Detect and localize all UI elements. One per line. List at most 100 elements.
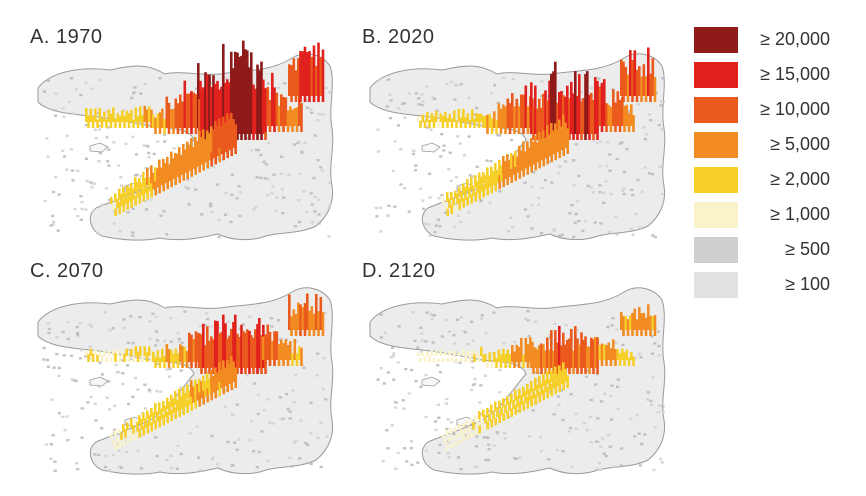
grey-cell	[46, 79, 51, 82]
grey-cell	[42, 90, 46, 93]
map-panel-2070: C. 2070	[30, 260, 360, 490]
legend-swatch	[694, 167, 738, 193]
density-bar	[651, 58, 655, 96]
density-bar	[222, 43, 225, 134]
density-bar	[558, 377, 561, 393]
grey-cell	[601, 437, 605, 440]
grey-cell	[428, 234, 432, 237]
density-bar	[624, 316, 628, 330]
grey-cell	[564, 323, 568, 327]
density-bar	[542, 373, 545, 387]
grey-cell	[55, 352, 59, 356]
density-bar	[258, 318, 261, 368]
grey-cell	[112, 141, 116, 144]
density-bar	[206, 326, 209, 368]
grey-cell	[324, 398, 328, 401]
grey-cell	[649, 119, 653, 122]
grey-cell	[482, 436, 486, 439]
grey-cell	[637, 352, 641, 356]
density-bar	[620, 311, 623, 330]
grey-cell	[433, 97, 437, 101]
density-bar	[494, 401, 497, 412]
legend-swatch	[694, 237, 738, 263]
legend-label: ≥ 1,000	[770, 204, 830, 224]
grey-cell	[445, 82, 449, 85]
grey-cell	[259, 153, 263, 157]
density-bar	[289, 341, 292, 360]
grey-cell	[470, 388, 474, 392]
density-bar	[166, 156, 169, 176]
grey-cell	[475, 435, 479, 438]
density-bar	[299, 51, 302, 102]
density-bar	[91, 353, 95, 362]
density-bar	[444, 111, 447, 122]
density-bar	[218, 333, 221, 368]
density-bar	[212, 75, 215, 140]
grey-cell	[42, 346, 46, 350]
grey-cell	[199, 468, 203, 472]
density-bar	[148, 346, 151, 356]
grey-cell	[91, 182, 95, 185]
grey-cell	[217, 235, 221, 239]
grey-cell	[649, 399, 653, 403]
grey-cell	[471, 366, 475, 369]
density-bar	[574, 326, 577, 368]
density-bar	[502, 348, 505, 362]
panel-title: C. 2070	[30, 260, 104, 282]
density-bar	[421, 352, 425, 356]
density-bar	[626, 319, 630, 336]
grey-cell	[599, 222, 603, 225]
grey-cell	[402, 447, 407, 450]
grey-cell	[280, 188, 284, 191]
grey-cell	[316, 436, 320, 440]
grey-cell	[116, 164, 121, 167]
grey-cell	[117, 449, 121, 452]
grey-cell	[425, 126, 429, 129]
density-bar	[190, 395, 193, 411]
grey-cell	[209, 204, 213, 208]
grey-cell	[316, 159, 320, 162]
density-bar	[462, 435, 465, 442]
density-bar	[480, 176, 483, 192]
density-bar	[417, 116, 420, 122]
density-bar	[150, 182, 153, 198]
density-bar	[556, 373, 559, 387]
grey-cell	[479, 317, 483, 320]
density-bar	[466, 113, 470, 122]
grey-cell	[293, 225, 297, 228]
grey-cell	[447, 456, 451, 459]
legend-item: ≥ 2,000	[694, 165, 844, 200]
density-bar	[150, 422, 153, 432]
grey-cell	[230, 464, 234, 467]
grey-cell	[71, 179, 75, 182]
density-bar	[178, 159, 181, 183]
grey-cell	[631, 233, 635, 236]
grey-cell	[139, 175, 143, 178]
grey-cell	[526, 310, 530, 313]
density-bar	[166, 397, 169, 409]
grey-cell	[80, 436, 84, 439]
grey-cell	[119, 466, 123, 469]
grey-cell	[226, 320, 230, 323]
grey-cell	[661, 405, 665, 408]
grey-cell	[489, 160, 493, 163]
grey-cell	[604, 454, 608, 458]
density-bar	[162, 158, 165, 178]
density-bar	[319, 297, 323, 330]
density-bar	[174, 348, 178, 362]
density-bar	[437, 358, 440, 362]
density-bar	[506, 168, 509, 185]
density-bar	[262, 336, 265, 360]
density-bar	[446, 208, 449, 216]
grey-cell	[391, 169, 395, 173]
grey-cell	[543, 179, 547, 182]
grey-cell	[447, 167, 451, 171]
grey-cell	[528, 401, 532, 404]
grey-cell	[518, 456, 522, 459]
density-bar	[246, 50, 249, 134]
grey-cell	[302, 190, 306, 193]
grey-cell	[98, 79, 102, 82]
density-bar	[484, 115, 487, 128]
grey-cell	[437, 197, 441, 200]
grey-cell	[629, 227, 633, 231]
